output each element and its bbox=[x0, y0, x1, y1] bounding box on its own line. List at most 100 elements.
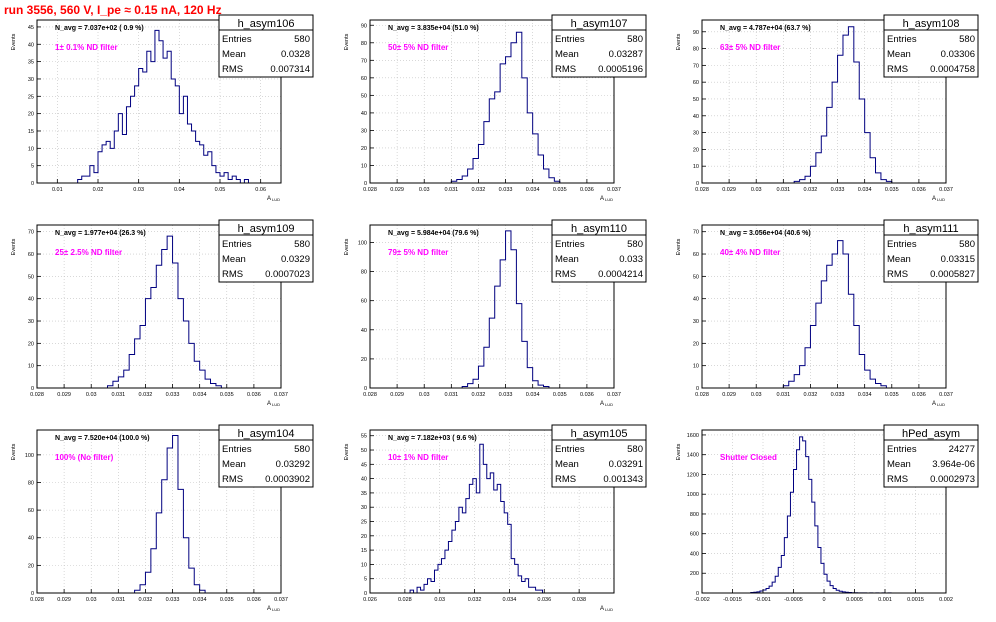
y-tick-label: 35 bbox=[28, 60, 34, 66]
x-tick-label: 0.03 bbox=[86, 597, 97, 603]
filter-annotation: 63± 5% ND filter bbox=[720, 43, 780, 52]
y-tick-label: 20 bbox=[361, 357, 367, 363]
stat-value: 0.007314 bbox=[270, 64, 310, 75]
x-tick-label: 0.037 bbox=[607, 187, 621, 193]
filter-annotation: 50± 5% ND filter bbox=[388, 43, 448, 52]
histogram-panel-h_asym107: 0.028 0.029 0.03 0.031 0.032 0.033 0.034 0.035 0… bbox=[344, 14, 647, 202]
stat-box-title: h_asym110 bbox=[571, 223, 627, 235]
plot-frame bbox=[701, 224, 947, 389]
stat-box-title: hPed_asym bbox=[902, 428, 960, 440]
stat-box-title: h_asym106 bbox=[238, 18, 295, 30]
x-axis-label: ALUD bbox=[600, 606, 613, 612]
plot-frame bbox=[36, 429, 282, 594]
x-tick-label: 0.032 bbox=[472, 392, 486, 398]
x-axis-label: ALUD bbox=[267, 196, 280, 202]
y-axis-label: Events bbox=[11, 33, 17, 50]
filter-annotation: 25± 2.5% ND filter bbox=[55, 248, 122, 257]
x-tick-label: 0.033 bbox=[166, 597, 180, 603]
x-tick-label: -0.001 bbox=[755, 597, 771, 603]
stat-value: 580 bbox=[627, 239, 643, 250]
stat-value: 24277 bbox=[949, 444, 975, 455]
x-tick-label: 0.029 bbox=[57, 597, 71, 603]
x-tick-label: 0.035 bbox=[885, 187, 899, 193]
stat-value: 0.03291 bbox=[609, 459, 643, 470]
y-tick-label: 30 bbox=[693, 131, 699, 137]
x-tick-label: 0.031 bbox=[776, 187, 790, 193]
y-tick-label: 60 bbox=[361, 76, 367, 82]
stat-label: Mean bbox=[222, 49, 246, 60]
x-tick-label: 0.036 bbox=[580, 187, 594, 193]
stat-label: Entries bbox=[222, 239, 252, 250]
x-tick-label: 0.03 bbox=[419, 392, 430, 398]
stat-value: 0.0004214 bbox=[598, 269, 643, 280]
stat-value: 0.03292 bbox=[276, 459, 310, 470]
y-tick-label: 40 bbox=[28, 42, 34, 48]
navg-label: N_avg = 7.037e+02 ( 0.9 %) bbox=[55, 25, 144, 32]
histogram-panel-h_asym104: 0.028 0.029 0.03 0.031 0.032 0.033 0.034 0.035 0… bbox=[11, 424, 314, 612]
x-tick-label: 0.028 bbox=[30, 392, 44, 398]
y-tick-label: 40 bbox=[361, 328, 367, 334]
x-tick-label: 0.035 bbox=[220, 597, 234, 603]
stat-label: Mean bbox=[555, 254, 579, 265]
y-tick-label: 10 bbox=[361, 163, 367, 169]
stat-value: 0.03306 bbox=[941, 49, 975, 60]
y-tick-label: 50 bbox=[361, 448, 367, 454]
x-tick-label: 0.032 bbox=[804, 187, 818, 193]
x-tick-label: 0.029 bbox=[722, 392, 736, 398]
x-tick-label: 0.036 bbox=[912, 392, 926, 398]
histogram-line bbox=[782, 240, 887, 388]
x-tick-label: 0.037 bbox=[939, 392, 953, 398]
stat-label: RMS bbox=[222, 474, 243, 485]
y-tick-label: 40 bbox=[693, 297, 699, 303]
stat-box bbox=[218, 14, 314, 78]
navg-label: N_avg = 5.984e+04 (79.6 %) bbox=[388, 230, 479, 237]
y-tick-label: 0 bbox=[364, 386, 367, 392]
y-tick-label: 20 bbox=[361, 534, 367, 540]
x-tick-label: 0.029 bbox=[390, 187, 404, 193]
stat-label: Entries bbox=[222, 34, 252, 45]
stat-box bbox=[883, 14, 979, 78]
y-tick-label: 0 bbox=[696, 181, 699, 187]
x-tick-label: 0.028 bbox=[363, 187, 377, 193]
y-tick-label: 70 bbox=[361, 58, 367, 64]
stat-value: 0.0002973 bbox=[930, 474, 975, 485]
y-tick-label: 60 bbox=[28, 508, 34, 514]
stat-value: 0.03287 bbox=[609, 49, 643, 60]
x-tick-label: 0.036 bbox=[580, 392, 594, 398]
stat-box bbox=[883, 424, 979, 488]
y-axis-label: Events bbox=[11, 443, 17, 460]
x-tick-label: 0.026 bbox=[363, 597, 377, 603]
y-tick-label: 45 bbox=[28, 25, 34, 31]
navg-label: N_avg = 1.977e+04 (26.3 %) bbox=[55, 230, 146, 237]
x-tick-label: 0.0005 bbox=[846, 597, 863, 603]
stat-value: 580 bbox=[627, 444, 643, 455]
x-tick-label: 0.031 bbox=[111, 597, 125, 603]
stat-value: 0.0005196 bbox=[598, 64, 643, 75]
navg-label: N_avg = 7.520e+04 (100.0 %) bbox=[55, 435, 150, 442]
y-tick-label: 40 bbox=[361, 477, 367, 483]
y-tick-label: 0 bbox=[696, 591, 699, 597]
stat-value: 0.0004758 bbox=[930, 64, 975, 75]
x-tick-label: 0.037 bbox=[274, 597, 288, 603]
y-tick-label: 70 bbox=[693, 230, 699, 236]
x-tick-label: 0.034 bbox=[503, 597, 517, 603]
x-tick-label: 0.035 bbox=[885, 392, 899, 398]
x-tick-label: 0.029 bbox=[722, 187, 736, 193]
y-tick-label: 30 bbox=[361, 505, 367, 511]
stat-label: RMS bbox=[555, 64, 576, 75]
x-tick-label: 0.031 bbox=[444, 187, 458, 193]
histogram-panel-h_asym110: 0.028 0.029 0.03 0.031 0.032 0.033 0.034 0.035 0… bbox=[344, 219, 647, 407]
x-tick-label: 0.0015 bbox=[907, 597, 924, 603]
histogram-panel-h_asym109: 0.028 0.029 0.03 0.031 0.032 0.033 0.034 0.035 0… bbox=[11, 219, 314, 407]
y-tick-label: 70 bbox=[28, 230, 34, 236]
stat-label: Entries bbox=[555, 34, 585, 45]
navg-label: N_avg = 7.182e+03 ( 9.6 %) bbox=[388, 435, 477, 442]
histogram-line bbox=[77, 29, 249, 184]
stat-value: 580 bbox=[294, 34, 310, 45]
y-tick-label: 0 bbox=[364, 181, 367, 187]
x-tick-label: 0.029 bbox=[390, 392, 404, 398]
filter-annotation: 79± 5% ND filter bbox=[388, 248, 448, 257]
x-tick-label: 0.03 bbox=[751, 187, 762, 193]
y-tick-label: 45 bbox=[361, 462, 367, 468]
